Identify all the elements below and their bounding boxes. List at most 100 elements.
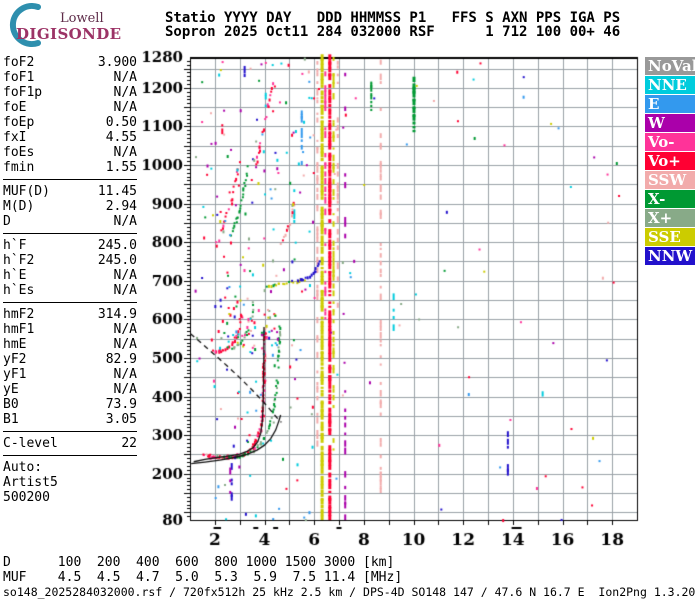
header-columns-line: Statio YYYY DAY DDD HHMMSS P1 FFS S AXN …: [165, 10, 621, 26]
param-row-B0: B0 73.9: [3, 397, 137, 412]
panel-separator: [3, 179, 137, 180]
param-value: N/A: [113, 382, 137, 397]
doppler-direction-legend: NoVal NNE E W Vo- Vo+ SSW X- X+ SSE NNW: [645, 57, 697, 266]
param-label: B0: [3, 397, 19, 412]
param-value: 314.9: [97, 307, 137, 322]
param-value: 22: [121, 436, 137, 451]
legend-item-x: X-: [645, 190, 695, 208]
param-label: yF1: [3, 367, 27, 382]
scaled-parameters-panel: foF2 3.900 foF1 N/A foF1p N/A foE N/A foEp 0.50 fx…: [3, 55, 137, 505]
param-row-fxI: fxI 4.55: [3, 130, 137, 145]
param-row-B1: B1 3.05: [3, 412, 137, 427]
param-value: 3.05: [105, 412, 137, 427]
param-value: 2.94: [105, 199, 137, 214]
param-row-hmF1: hmF1 N/A: [3, 322, 137, 337]
param-label: h`Es: [3, 283, 35, 298]
param-row-hF2: h`F2 245.0: [3, 253, 137, 268]
legend-item-nne: NNE: [645, 76, 695, 94]
param-label: hmF2: [3, 307, 35, 322]
param-label: fxI: [3, 130, 27, 145]
param-value: N/A: [113, 337, 137, 352]
param-label: h`F: [3, 238, 27, 253]
param-value: 11.45: [97, 184, 137, 199]
param-label: foF2: [3, 55, 35, 70]
param-label: D: [3, 214, 11, 229]
param-row-foF1: foF1 N/A: [3, 70, 137, 85]
legend-item-ssw: SSW: [645, 171, 695, 189]
param-row-yF2: yF2 82.9: [3, 352, 137, 367]
autoscaling-info-line-2: 500200: [3, 490, 50, 505]
legend-item-noval: NoVal: [645, 57, 697, 75]
param-label: fmin: [3, 160, 35, 175]
param-label: foE: [3, 100, 27, 115]
param-value: 3.900: [97, 55, 137, 70]
param-row-Clevel: C-level 22: [3, 436, 137, 451]
param-value: N/A: [113, 145, 137, 160]
legend-item-vo: Vo+: [645, 152, 695, 170]
footer-row-muf: MUF 4.5 4.5 4.7 5.0 5.3 5.9 7.5 11.4 [MH…: [3, 570, 403, 585]
panel-separator: [3, 431, 137, 432]
autoscaling-info-line-1: Artist5: [3, 475, 58, 490]
param-value: 1.55: [105, 160, 137, 175]
param-value: 4.55: [105, 130, 137, 145]
param-row-foF1p: foF1p N/A: [3, 85, 137, 100]
param-value: 245.0: [97, 238, 137, 253]
param-label: MUF(D): [3, 184, 50, 199]
param-row-D: D N/A: [3, 214, 137, 229]
measurement-header: Statio YYYY DAY DDD HHMMSS P1 FFS S AXN …: [165, 11, 620, 39]
logo-swoosh-icon: [9, 3, 41, 47]
param-row-hF: h`F 245.0: [3, 238, 137, 253]
param-value: N/A: [113, 367, 137, 382]
param-row-hEs: h`Es N/A: [3, 283, 137, 298]
param-label: foEs: [3, 145, 35, 160]
legend-item-sse: SSE: [645, 228, 695, 246]
param-row-fmin: fmin 1.55: [3, 160, 137, 175]
status-line: so148_2025284032000.rsf / 720fx512h 25 k…: [3, 585, 696, 599]
param-label: hmF1: [3, 322, 35, 337]
param-row-MD: M(D) 2.94: [3, 199, 137, 214]
param-row-hmE: hmE N/A: [3, 337, 137, 352]
param-row-foF2: foF2 3.900: [3, 55, 137, 70]
param-label: hmE: [3, 337, 27, 352]
muf-distance-table: D 100 200 400 600 800 1000 1500 3000 [km…: [3, 555, 402, 585]
param-label: h`E: [3, 268, 27, 283]
param-label: C-level: [3, 436, 58, 451]
legend-item-vo: Vo-: [645, 133, 695, 151]
param-label: h`F2: [3, 253, 35, 268]
header-values-line: Sopron 2025 Oct11 284 032000 RSF 1 712 1…: [165, 24, 621, 40]
param-value: 73.9: [105, 397, 137, 412]
param-value: 0.50: [105, 115, 137, 130]
param-value: N/A: [113, 70, 137, 85]
param-value: N/A: [113, 100, 137, 115]
legend-item-e: E: [645, 95, 695, 113]
param-value: N/A: [113, 268, 137, 283]
param-label: foF1: [3, 70, 35, 85]
param-label: yE: [3, 382, 19, 397]
panel-separator: [3, 302, 137, 303]
param-label: foF1p: [3, 85, 43, 100]
param-value: N/A: [113, 283, 137, 298]
param-value: 245.0: [97, 253, 137, 268]
param-value: N/A: [113, 214, 137, 229]
legend-item-w: W: [645, 114, 695, 132]
param-row-hE: h`E N/A: [3, 268, 137, 283]
legend-item-nnw: NNW: [645, 247, 695, 265]
param-label: B1: [3, 412, 19, 427]
param-row-foE: foE N/A: [3, 100, 137, 115]
param-row-foEs: foEs N/A: [3, 145, 137, 160]
param-value: N/A: [113, 322, 137, 337]
param-label: yF2: [3, 352, 27, 367]
panel-separator: [3, 455, 137, 456]
legend-item-x: X+: [645, 209, 695, 227]
param-label: foEp: [3, 115, 35, 130]
panel-separator: [3, 233, 137, 234]
param-row-MUFD: MUF(D) 11.45: [3, 184, 137, 199]
param-value: N/A: [113, 85, 137, 100]
footer-row-d: D 100 200 400 600 800 1000 1500 3000 [km…: [3, 555, 395, 570]
param-row-yF1: yF1 N/A: [3, 367, 137, 382]
param-row-yE: yE N/A: [3, 382, 137, 397]
logo-digisonde-text: DIGISONDE: [16, 25, 122, 43]
param-label: M(D): [3, 199, 35, 214]
